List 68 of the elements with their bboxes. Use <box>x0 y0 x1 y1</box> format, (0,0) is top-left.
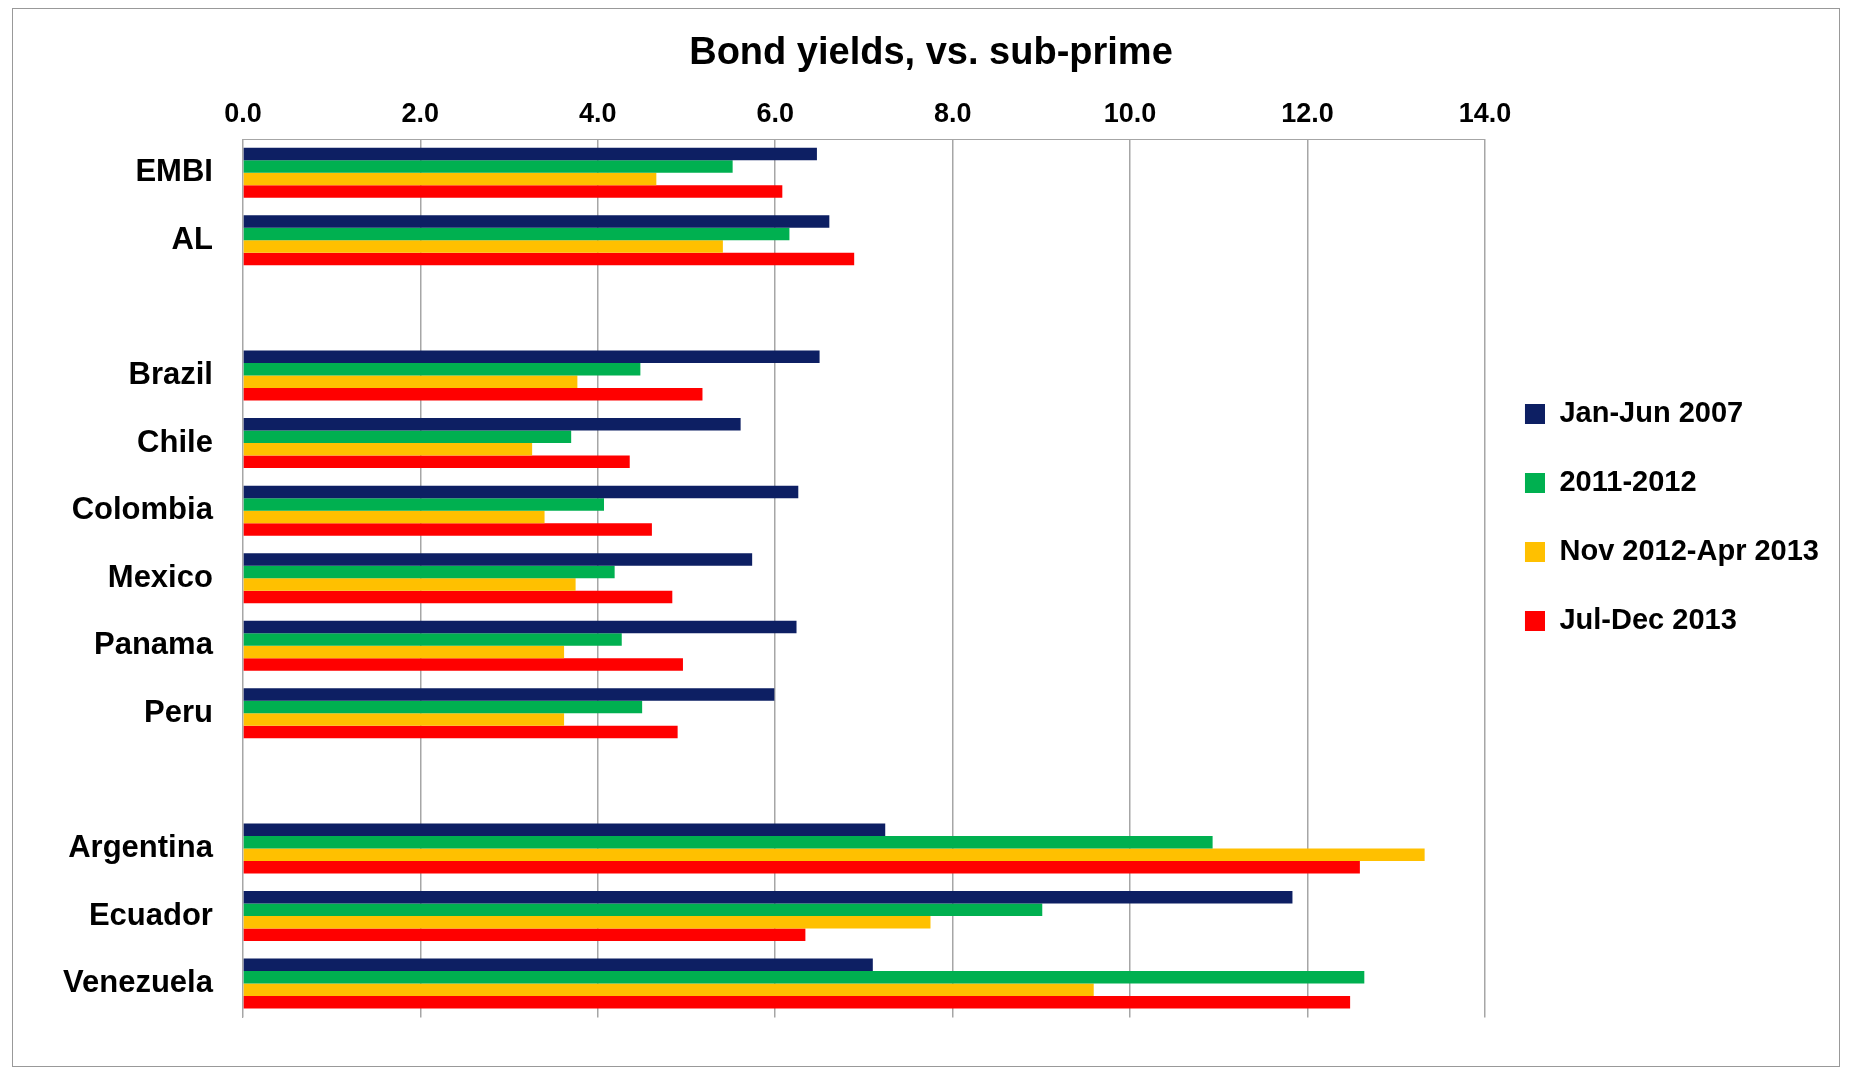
x-tick-label: 10.0 <box>1103 98 1157 129</box>
x-tick-label: 2.0 <box>401 98 440 129</box>
bar <box>243 823 886 836</box>
y-tick-label: Brazil <box>128 356 213 392</box>
x-tick-label: 4.0 <box>579 98 617 129</box>
bar <box>243 700 643 714</box>
bar <box>243 443 533 456</box>
legend-label: Jul-Dec 2013 <box>1559 603 1737 635</box>
y-tick-label: Panama <box>94 626 214 662</box>
bar <box>243 928 806 942</box>
chart-title: Bond yields, vs. sub-prime <box>689 30 1173 73</box>
bar <box>243 430 572 444</box>
legend-label: Nov 2012-Apr 2013 <box>1559 534 1819 566</box>
bar <box>243 645 565 659</box>
bar <box>243 523 652 536</box>
x-tick-label: 14.0 <box>1458 98 1512 129</box>
bar <box>243 848 1425 861</box>
bar <box>243 996 1351 1009</box>
bar <box>243 658 683 671</box>
bar <box>243 620 797 634</box>
bar <box>243 240 723 253</box>
bar <box>243 160 733 173</box>
bar <box>243 688 775 701</box>
bar <box>243 835 1213 849</box>
bar <box>243 387 703 401</box>
bar <box>243 510 545 524</box>
x-tick-label: 0.0 <box>224 98 262 129</box>
y-tick-label: Argentina <box>68 829 214 865</box>
bar <box>243 565 615 579</box>
legend-label: Jan-Jun 2007 <box>1559 396 1744 428</box>
bar <box>243 498 604 511</box>
bar <box>243 362 641 376</box>
bar <box>243 350 820 363</box>
y-tick-label: Mexico <box>107 558 213 594</box>
bar <box>243 172 657 186</box>
y-tick-label: Chile <box>137 423 213 459</box>
x-tick-label: 12.0 <box>1281 98 1334 129</box>
bar <box>243 713 565 726</box>
bar <box>243 418 741 431</box>
bar <box>243 633 622 646</box>
x-tick-label: 6.0 <box>756 98 794 129</box>
x-tick-label: 8.0 <box>933 98 972 129</box>
y-tick-label: Ecuador <box>88 896 213 932</box>
bar <box>243 215 830 228</box>
y-tick-label: EMBI <box>135 153 213 189</box>
bar <box>243 903 1043 917</box>
y-tick-label: Colombia <box>71 491 214 527</box>
bar <box>243 725 678 739</box>
bar <box>243 971 1365 984</box>
bar <box>243 891 1293 904</box>
legend-label: 2011-2012 <box>1559 465 1697 497</box>
bar <box>243 578 576 591</box>
y-tick-label: Peru <box>143 693 213 729</box>
y-tick-label: Venezuela <box>62 964 214 1000</box>
bar <box>243 227 790 241</box>
bar <box>243 916 931 929</box>
bar <box>243 590 673 604</box>
bar <box>243 983 1094 997</box>
bar <box>243 860 1360 874</box>
bar <box>243 185 783 198</box>
bar <box>243 958 873 972</box>
bar <box>243 455 630 469</box>
bar <box>243 485 799 499</box>
bar <box>243 375 578 388</box>
bar <box>243 252 855 266</box>
y-tick-label: AL <box>171 220 213 256</box>
bar <box>243 553 753 566</box>
bar <box>243 147 817 161</box>
